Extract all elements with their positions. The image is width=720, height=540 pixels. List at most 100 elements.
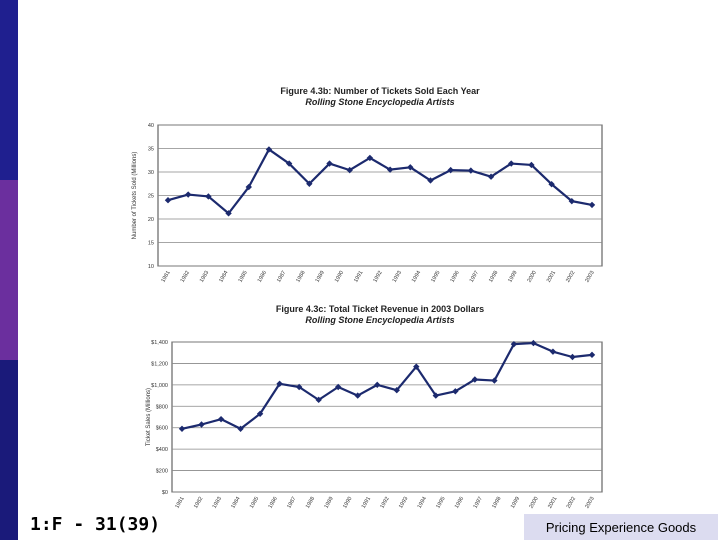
chart1-data-point xyxy=(366,154,374,162)
chart2-x-tick-label: 1991 xyxy=(361,496,372,510)
chart2-data-point xyxy=(276,380,283,387)
sidebar-band-bottom xyxy=(0,360,18,540)
chart1-data-point xyxy=(588,201,596,209)
chart2-y-tick-label: $1,000 xyxy=(151,383,168,389)
chart2-x-tick-label: 1992 xyxy=(379,496,390,510)
chart1-y-tick-label: 25 xyxy=(148,194,154,200)
chart2-x-tick-label: 1983 xyxy=(212,496,223,510)
chart1-data-point xyxy=(427,177,434,184)
sidebar-band-middle xyxy=(0,180,18,360)
chart1-data-point xyxy=(346,166,353,174)
chart2-x-tick-label: 1994 xyxy=(417,496,428,510)
chart2-data-point xyxy=(452,388,459,395)
chart2-data-point xyxy=(295,383,303,391)
chart2-y-tick-label: $1,200 xyxy=(151,361,168,367)
chart1-data-point xyxy=(205,193,212,200)
chart2-y-tick-label: $1,400 xyxy=(151,340,168,346)
chart2-x-tick-label: 1998 xyxy=(491,496,502,510)
chart2-plot-frame xyxy=(171,341,603,493)
chart1-data-point xyxy=(245,183,252,191)
chart1-x-tick-label: 1993 xyxy=(392,270,403,284)
chart1-x-tick-label: 1992 xyxy=(372,270,383,284)
chart2-data-point xyxy=(588,351,596,359)
chart1-x-tick-label: 1998 xyxy=(488,270,499,284)
chart1-title: Figure 4.3b: Number of Tickets Sold Each… xyxy=(280,86,480,96)
course-footer: Pricing Experience Goods xyxy=(524,514,718,540)
chart1-x-tick-label: 1988 xyxy=(295,270,306,284)
chart2-x-tick-label: 1993 xyxy=(398,496,409,510)
chart1-y-tick-label: 20 xyxy=(148,217,154,223)
chart2-data-point xyxy=(393,387,400,394)
chart1-y-tick-label: 30 xyxy=(148,170,154,176)
chart1-x-tick-label: 1982 xyxy=(180,270,191,284)
chart1-x-tick-label: 1985 xyxy=(238,270,249,284)
chart2-x-tick-label: 1988 xyxy=(305,496,316,510)
chart1-series-line xyxy=(167,148,593,215)
chart2-x-tick-label: 1982 xyxy=(193,496,204,510)
chart1-x-tick-label: 1986 xyxy=(257,270,268,284)
chart1-x-tick-label: 2000 xyxy=(527,270,538,284)
chart2-data-point xyxy=(198,421,205,428)
chart2-title: Figure 4.3c: Total Ticket Revenue in 200… xyxy=(275,304,485,314)
chart2-x-tick-label: 2002 xyxy=(566,496,577,510)
chart2-data-point xyxy=(315,396,322,404)
chart2-data-point xyxy=(178,425,186,432)
chart1-x-tick-label: 1991 xyxy=(353,270,364,284)
slide-number-label: 1:F - 31(39) xyxy=(30,514,161,535)
slide-sidebar xyxy=(0,0,18,540)
chart2-title-block: Figure 4.3c: Total Ticket Revenue in 200… xyxy=(160,304,600,326)
chart1-data-point xyxy=(407,164,414,171)
chart1-x-tick-label: 1983 xyxy=(199,270,210,284)
chart2-x-tick-label: 1990 xyxy=(342,496,353,510)
chart1-data-point xyxy=(225,210,232,217)
chart1-data-point xyxy=(306,180,313,187)
chart2-x-tick-label: 1989 xyxy=(324,496,335,510)
chart2-x-tick-label: 2001 xyxy=(547,496,558,510)
sidebar-band-top xyxy=(0,0,18,180)
chart2-series-line xyxy=(181,341,593,430)
course-footer-label: Pricing Experience Goods xyxy=(545,519,697,535)
chart1-x-tick-label: 1984 xyxy=(218,270,229,284)
chart2-x-tick-label: 2003 xyxy=(584,496,595,510)
chart1-data-point xyxy=(568,197,576,205)
chart2-data-point xyxy=(256,410,264,417)
chart1-x-tick-label: 1981 xyxy=(160,270,171,284)
chart2-x-tick-label: 1997 xyxy=(473,496,484,510)
chart2-data-point xyxy=(569,353,576,361)
chart2-data-point xyxy=(374,381,381,389)
chart1-data-point xyxy=(447,166,454,174)
chart2-data-point xyxy=(549,348,557,355)
chart1-x-tick-label: 2003 xyxy=(584,270,595,284)
chart2-x-tick-label: 2000 xyxy=(529,496,540,510)
chart2-data-point xyxy=(413,363,420,370)
chart1-x-tick-label: 1996 xyxy=(450,270,461,284)
chart1-x-tick-label: 1997 xyxy=(469,270,480,284)
chart2-y-tick-label: $0 xyxy=(162,490,168,496)
chart1-data-point xyxy=(164,197,172,204)
chart2-x-tick-label: 1996 xyxy=(454,496,465,510)
chart1-y-tick-label: 35 xyxy=(148,147,154,153)
chart1-data-point xyxy=(184,191,192,198)
chart1-data-point xyxy=(265,146,273,153)
chart1-data-point xyxy=(467,167,475,174)
chart2-x-tick-label: 1986 xyxy=(268,496,279,510)
chart1-x-tick-label: 1999 xyxy=(507,270,518,284)
chart1-data-point xyxy=(285,160,293,167)
chart2-x-tick-label: 1985 xyxy=(249,496,260,510)
chart1-title-block: Figure 4.3b: Number of Tickets Sold Each… xyxy=(160,86,600,108)
chart1-data-point xyxy=(528,161,535,169)
chart1-x-tick-label: 1995 xyxy=(430,270,441,284)
chart2-x-tick-label: 1984 xyxy=(230,496,241,510)
chart1-x-tick-label: 1989 xyxy=(315,270,326,284)
chart2-data-point xyxy=(237,425,244,432)
chart1-x-tick-label: 1990 xyxy=(334,270,345,284)
chart1-data-point xyxy=(508,160,515,167)
chart2-x-tick-label: 1995 xyxy=(435,496,446,510)
chart2-subtitle: Rolling Stone Encyclopedia Artists xyxy=(305,315,455,325)
chart2-y-tick-label: $600 xyxy=(156,426,168,432)
chart2-x-tick-label: 1999 xyxy=(510,496,521,510)
chart1-y-tick-label: 10 xyxy=(148,264,154,270)
chart2-data-point xyxy=(432,392,440,399)
chart1-x-tick-label: 2001 xyxy=(546,270,557,284)
